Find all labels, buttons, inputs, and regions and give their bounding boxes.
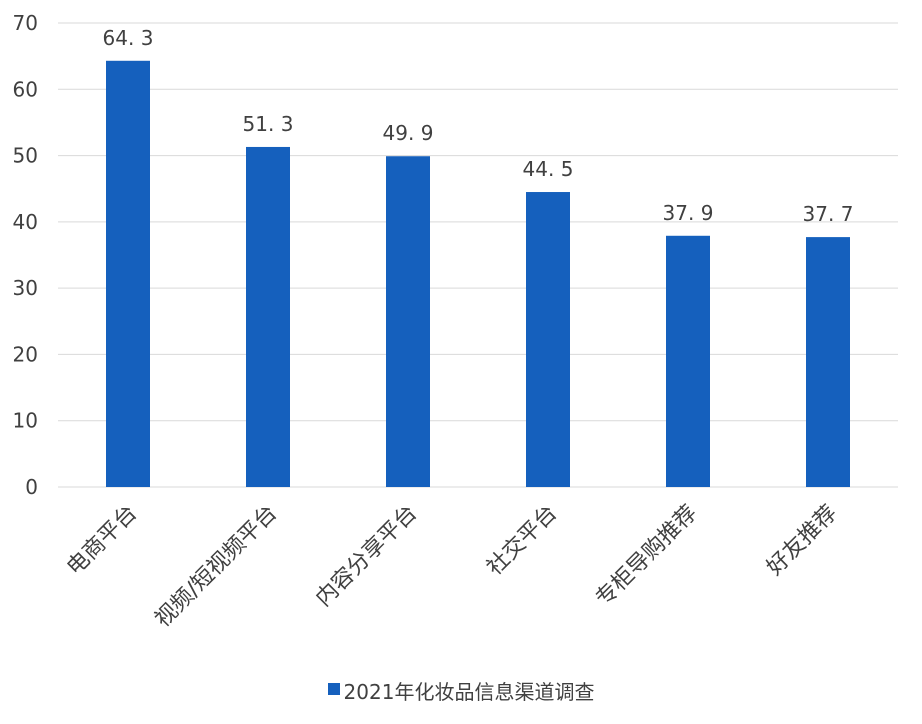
data-label: 37. 7 [803,202,854,226]
y-tick-label: 0 [25,475,38,499]
y-tick-label: 70 [13,11,38,35]
data-label: 37. 9 [663,201,714,225]
y-tick-label: 40 [13,210,38,234]
data-labels: 64. 3 51. 3 49. 9 44. 5 37. 9 37. 7 [103,26,854,226]
legend: 2021年化妆品信息渠道调查 [0,676,922,705]
bar [246,146,290,487]
legend-swatch [327,682,340,695]
x-tick-label: 视频/短视频平台 [150,501,282,633]
y-axis-tick-labels: 0 10 20 30 40 50 60 70 [13,11,38,499]
bar [526,192,570,487]
bar [806,237,850,487]
data-label: 51. 3 [243,112,294,136]
legend-label: 2021年化妆品信息渠道调查 [343,680,595,704]
x-tick-label: 社交平台 [482,501,562,581]
data-label: 64. 3 [103,26,154,50]
data-label: 44. 5 [523,157,574,181]
gridlines [58,22,898,488]
y-tick-label: 30 [13,276,38,300]
bar [106,60,150,487]
x-tick-label: 好友推荐 [762,501,842,581]
y-tick-label: 60 [13,77,38,101]
y-tick-label: 20 [13,342,38,366]
y-tick-label: 50 [13,144,38,168]
x-axis-tick-labels: 电商平台 视频/短视频平台 内容分享平台 社交平台 专柜导购推荐 好友推荐 [62,501,842,633]
bar [666,235,710,487]
x-tick-label: 内容分享平台 [311,501,422,612]
bar [386,156,430,487]
y-tick-label: 10 [13,409,38,433]
x-tick-label: 电商平台 [62,501,142,581]
x-tick-label: 专柜导购推荐 [591,501,702,612]
data-label: 49. 9 [383,121,434,145]
bars [106,60,850,487]
